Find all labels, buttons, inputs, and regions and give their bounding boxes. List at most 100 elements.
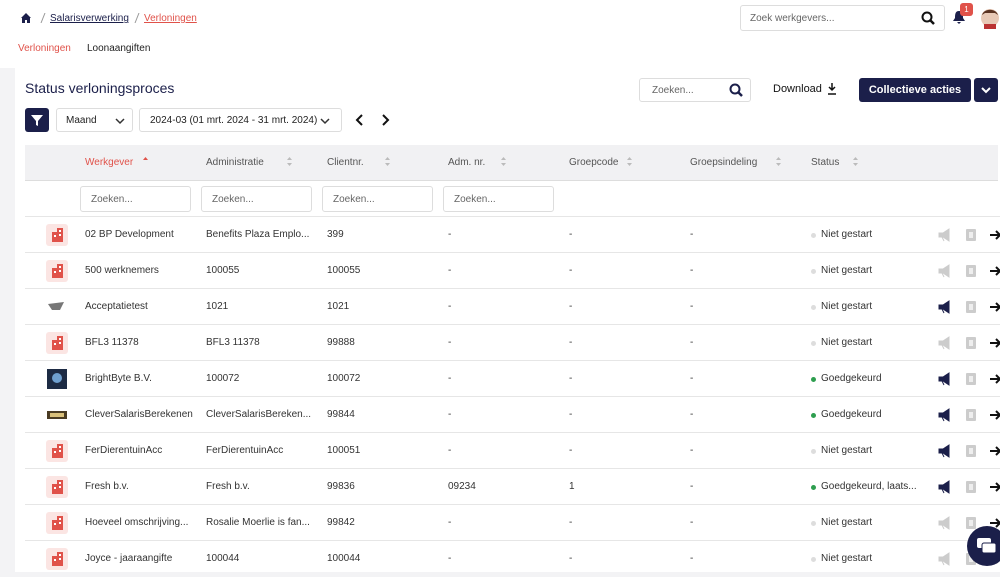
status-label: Niet gestart (821, 337, 873, 348)
announce-icon[interactable] (938, 336, 952, 353)
breadcrumb-current[interactable]: Verloningen (144, 13, 197, 24)
open-arrow[interactable] (989, 408, 1000, 425)
cell-text: BrightByte B.V. (85, 373, 152, 384)
payroll-card: Status verloningsproces Zoeken... Downlo… (15, 68, 1000, 572)
bulk-actions-button[interactable]: Collectieve acties (859, 78, 971, 102)
table-row[interactable]: BFL3 11378 BFL3 11378 99888 - - - Niet gestart (25, 324, 1000, 361)
sort-icon[interactable] (286, 157, 292, 166)
table-row[interactable]: Acceptatietest 1021 1021 - - - Niet gestart (25, 288, 1000, 325)
announce-icon[interactable] (938, 300, 952, 317)
employer-search[interactable]: Zoek werkgevers... (740, 5, 945, 31)
column-header[interactable]: Adm. nr. (448, 157, 486, 168)
filter-button[interactable] (25, 108, 49, 132)
document-icon[interactable] (965, 516, 977, 533)
announce-icon[interactable] (938, 444, 952, 461)
open-arrow[interactable] (989, 336, 1000, 353)
table-row[interactable]: Hoeveel omschrijving... Rosalie Moerlie i… (25, 504, 1000, 541)
cell-text: - (448, 229, 452, 240)
announce-icon[interactable] (938, 480, 952, 497)
open-arrow[interactable] (989, 372, 1000, 389)
period-select[interactable]: 2024-03 (01 mrt. 2024 - 31 mrt. 2024) (139, 108, 342, 132)
previous-period[interactable] (355, 114, 365, 126)
announce-icon[interactable] (938, 264, 952, 281)
column-filter[interactable]: Zoeken... (201, 186, 312, 212)
cell-text: 09234 (448, 481, 476, 492)
employer-logo (46, 332, 68, 357)
table-row[interactable]: 500 werknemers 100055 100055 - - - Niet gestar… (25, 252, 1000, 289)
breadcrumb-link[interactable]: Salarisverwerking (50, 13, 129, 24)
cell-text: - (448, 265, 452, 276)
column-header[interactable]: Groepsindeling (690, 157, 758, 168)
card-search[interactable]: Zoeken... (639, 78, 751, 102)
document-icon[interactable] (965, 228, 977, 245)
column-filter[interactable]: Zoeken... (443, 186, 554, 212)
table-row[interactable]: BrightByte B.V. 100072 100072 - - - Goedgekeur… (25, 360, 1000, 397)
column-header[interactable]: Werkgever (85, 157, 134, 168)
sort-icon[interactable] (143, 157, 149, 166)
column-header[interactable]: Clientnr. (327, 157, 364, 168)
top-bar: Salarisverwerking Verloningen Zoek werkg… (0, 0, 1000, 68)
search-icon (921, 11, 935, 25)
home-icon[interactable] (20, 12, 32, 24)
announce-icon[interactable] (938, 552, 952, 569)
next-period[interactable] (380, 114, 390, 126)
bulk-actions-dropdown[interactable] (974, 78, 998, 102)
status-label: Niet gestart (821, 229, 873, 240)
sort-icon[interactable] (385, 157, 391, 166)
select-value: Maand (66, 115, 97, 126)
cell-text: 1021 (206, 301, 229, 312)
column-filter[interactable]: Zoeken... (322, 186, 433, 212)
download-button[interactable]: Download (773, 83, 822, 95)
document-icon[interactable] (965, 264, 977, 281)
sort-icon[interactable] (852, 157, 858, 166)
cell-text: Acceptatietest (85, 301, 148, 312)
announce-icon[interactable] (938, 228, 952, 245)
cell-text: - (569, 301, 573, 312)
avatar[interactable] (980, 7, 1000, 29)
open-arrow[interactable] (989, 300, 1000, 317)
column-header[interactable]: Status (811, 157, 840, 168)
cell-text: FerDierentuinAcc (206, 445, 284, 456)
table-row[interactable]: Joyce - jaaraangifte 100044 100044 - - - Niet … (25, 540, 1000, 577)
announce-icon[interactable] (938, 516, 952, 533)
cell-text: - (448, 445, 452, 456)
open-arrow[interactable] (989, 516, 1000, 533)
status-dot (811, 521, 816, 526)
table-row[interactable]: 02 BP Development Benefits Plaza Emplo...… (25, 216, 1000, 253)
open-arrow[interactable] (989, 228, 1000, 245)
document-icon[interactable] (965, 300, 977, 317)
status-dot (811, 377, 816, 382)
sort-icon[interactable] (627, 157, 633, 166)
table-row[interactable]: CleverSalarisBerekenen CleverSalarisBerek… (25, 396, 1000, 433)
filter-placeholder: Zoeken... (212, 194, 254, 205)
cell-text: 99842 (327, 517, 355, 528)
open-arrow[interactable] (989, 480, 1000, 497)
column-header[interactable]: Administratie (206, 157, 264, 168)
open-arrow[interactable] (989, 444, 1000, 461)
employer-logo (46, 476, 68, 501)
tab-active[interactable]: Verloningen (18, 43, 71, 54)
table-row[interactable]: FerDierentuinAcc FerDierentuinAcc 100051 - -… (25, 432, 1000, 469)
cell-text: - (448, 553, 452, 564)
document-icon[interactable] (965, 444, 977, 461)
column-filter[interactable]: Zoeken... (80, 186, 191, 212)
document-icon[interactable] (965, 372, 977, 389)
cell-text: - (569, 229, 573, 240)
cell-text: - (448, 409, 452, 420)
cell-text: - (690, 553, 694, 564)
open-arrow[interactable] (989, 264, 1000, 281)
document-icon[interactable] (965, 336, 977, 353)
announce-icon[interactable] (938, 372, 952, 389)
period-type-select[interactable]: Maand (56, 108, 133, 132)
chat-button[interactable] (967, 526, 1000, 566)
tab[interactable]: Loonaangiften (87, 43, 151, 54)
status-dot (811, 557, 816, 562)
sort-icon[interactable] (776, 157, 782, 166)
table-row[interactable]: Fresh b.v. Fresh b.v. 99836 09234 1 - Goedgeke… (25, 468, 1000, 505)
document-icon[interactable] (965, 408, 977, 425)
announce-icon[interactable] (938, 408, 952, 425)
column-header[interactable]: Groepcode (569, 157, 619, 168)
document-icon[interactable] (965, 480, 977, 497)
select-value: 2024-03 (01 mrt. 2024 - 31 mrt. 2024) (150, 115, 318, 126)
sort-icon[interactable] (500, 157, 506, 166)
